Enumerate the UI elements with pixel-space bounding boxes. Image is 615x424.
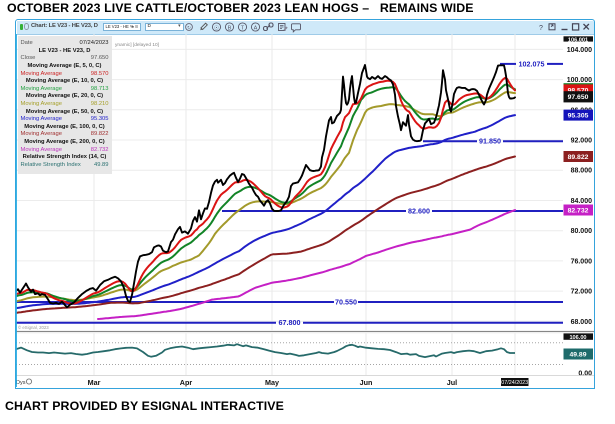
svg-text:88.000: 88.000 [571, 168, 593, 175]
svg-text:82.600: 82.600 [408, 206, 430, 215]
svg-text:ynamic] [delayed 10]: ynamic] [delayed 10] [115, 42, 159, 48]
svg-text:Mar: Mar [88, 378, 101, 387]
svg-text:Jun: Jun [360, 378, 373, 387]
svg-text:104.000: 104.000 [567, 47, 592, 54]
svg-text:Jul: Jul [447, 378, 457, 387]
svg-text:Apr: Apr [180, 378, 193, 387]
svg-text:82.732: 82.732 [568, 207, 589, 214]
svg-text:106.001: 106.001 [568, 37, 588, 43]
svg-text:0.00: 0.00 [578, 371, 592, 378]
svg-text:102.075: 102.075 [519, 59, 545, 68]
svg-text:© eSignal, 2023: © eSignal, 2023 [18, 325, 49, 330]
svg-text:49.89: 49.89 [569, 351, 586, 358]
svg-text:97.650: 97.650 [568, 94, 589, 101]
svg-text:92.000: 92.000 [571, 138, 593, 145]
svg-text:106.00: 106.00 [569, 335, 586, 341]
svg-text:98.570: 98.570 [568, 87, 589, 94]
svg-text:T: T [241, 25, 245, 31]
svg-text:91.850: 91.850 [479, 137, 501, 146]
svg-text:70.550: 70.550 [335, 297, 357, 306]
svg-text:☉: ☉ [214, 24, 219, 31]
svg-text:95.305: 95.305 [568, 113, 589, 120]
svg-text:07/24/2023: 07/24/2023 [501, 380, 528, 386]
svg-text:May: May [265, 378, 279, 387]
svg-text:67.800: 67.800 [279, 318, 301, 327]
svg-text:↻: ↻ [187, 25, 191, 30]
svg-text:Dys: Dys [16, 380, 26, 386]
svg-text:A: A [254, 25, 258, 31]
svg-text:84.000: 84.000 [571, 198, 593, 205]
svg-text:68.000: 68.000 [571, 319, 593, 326]
svg-text:B: B [228, 25, 232, 31]
svg-text:?: ? [539, 25, 543, 32]
svg-text:72.000: 72.000 [571, 289, 593, 296]
svg-text:80.000: 80.000 [571, 228, 593, 235]
svg-text:100.000: 100.000 [567, 77, 592, 84]
svg-text:89.822: 89.822 [568, 154, 589, 161]
svg-text:76.000: 76.000 [571, 258, 593, 265]
